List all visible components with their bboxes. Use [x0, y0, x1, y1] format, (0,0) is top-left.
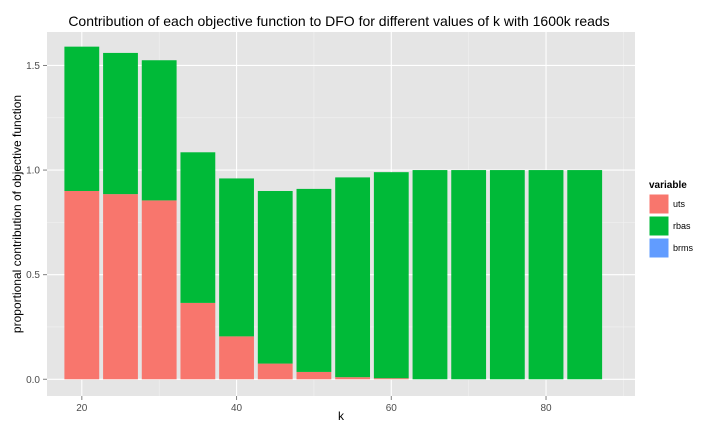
- bar-rbas: [103, 52, 138, 195]
- bar-rbas: [219, 178, 254, 337]
- y-tick-label: 1.5: [26, 61, 40, 72]
- legend-title: variable: [649, 180, 687, 191]
- bar-rbas: [373, 172, 409, 379]
- legend-key-rbas: [648, 215, 670, 237]
- bar-uts: [64, 190, 100, 380]
- legend-label-uts: uts: [673, 199, 686, 209]
- bar-rbas: [528, 170, 564, 380]
- y-axis-title: proportional contribution of objective f…: [10, 95, 24, 333]
- bars: [64, 46, 603, 380]
- x-tick-label: 60: [386, 403, 398, 414]
- bar-rbas: [567, 170, 603, 380]
- bar-uts: [296, 371, 332, 380]
- x-tick-label: 40: [231, 403, 243, 414]
- bar-rbas: [257, 190, 293, 364]
- y-axis: 0.0 0.5 1.0 1.5: [26, 61, 47, 386]
- x-tick-label: 20: [76, 403, 88, 414]
- y-tick-label: 1.0: [26, 166, 40, 177]
- bar-uts: [373, 378, 409, 380]
- bar-uts: [103, 194, 138, 380]
- bar-rbas: [296, 188, 332, 372]
- x-axis: 20 40 60 80: [76, 396, 552, 414]
- bar-uts: [180, 302, 216, 380]
- y-tick-label: 0.0: [26, 375, 40, 386]
- y-tick-label: 0.5: [26, 270, 40, 281]
- bar-rbas: [489, 170, 525, 380]
- legend: variable uts rbas brms: [648, 180, 693, 259]
- legend-key-uts: [648, 193, 670, 215]
- x-tick-label: 80: [540, 403, 552, 414]
- chart-title: Contribution of each objective function …: [68, 13, 609, 29]
- bar-rbas: [412, 170, 448, 380]
- bar-uts: [335, 377, 371, 380]
- bar-uts: [257, 363, 293, 380]
- bar-rbas: [180, 152, 216, 303]
- bar-rbas: [451, 170, 487, 380]
- bar-rbas: [141, 60, 177, 201]
- legend-label-brms: brms: [673, 243, 693, 253]
- bar-uts: [141, 200, 177, 380]
- bar-rbas: [64, 46, 100, 191]
- x-axis-title: k: [338, 409, 345, 423]
- legend-key-brms: [648, 237, 670, 259]
- bar-uts: [219, 336, 254, 380]
- legend-label-rbas: rbas: [673, 221, 691, 231]
- bar-rbas: [335, 177, 371, 378]
